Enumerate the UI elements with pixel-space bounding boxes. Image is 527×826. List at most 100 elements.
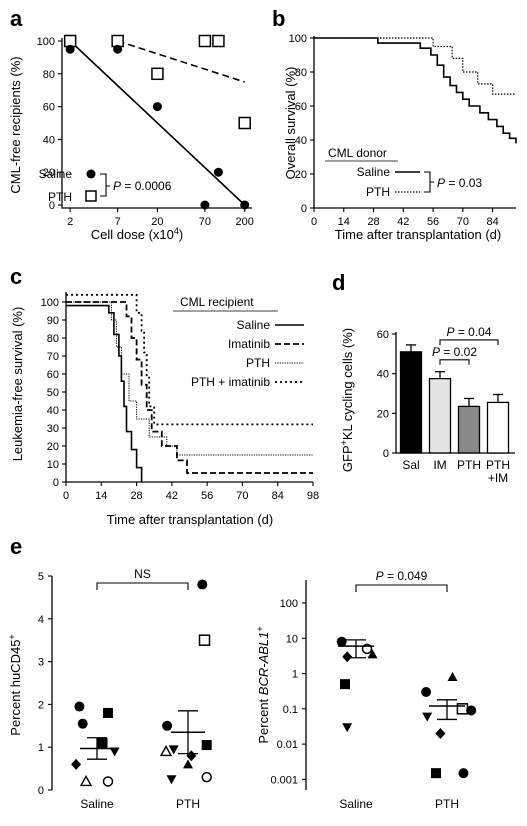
panel-e-right-point xyxy=(466,705,477,716)
panel-e-right-point xyxy=(342,723,353,733)
panel-e-right-point xyxy=(421,686,432,697)
panel-e-left: Percent huCD45+ 0 1 2 3 4 5 Saline PTH NS xyxy=(7,567,212,811)
panel-c-curve-pth-imatinib xyxy=(66,293,313,426)
panel-e-right-point xyxy=(340,679,350,690)
panel-d-comparison-bracket xyxy=(439,339,499,345)
panel-e-right-point xyxy=(435,727,446,739)
panel-e-left-ylabel: Percent huCD45+ xyxy=(7,634,23,735)
panel-b-xtick-label: 56 xyxy=(427,216,439,228)
panel-a-xtick-label: 20 xyxy=(151,216,163,228)
panel-a-ytick-label: 80 xyxy=(43,69,55,81)
panel-d: GFP+KL cycling cells (%) 0 20 40 60 Sal IM PTH… xyxy=(339,325,515,485)
panel-b-xlabel: Time after transplantation (d) xyxy=(335,227,501,242)
panel-e-left-point xyxy=(74,701,85,712)
panel-b-xtick-label: 0 xyxy=(311,216,317,228)
panel-a-point-pth xyxy=(198,34,212,48)
panel-e-right-ytick-label: 0.01 xyxy=(277,739,298,751)
panel-e-left-point xyxy=(166,775,177,785)
panel-a-fit-saline xyxy=(69,40,246,206)
panel-b-legend-title: CML donor xyxy=(328,146,387,160)
panel-a-ylabel: CML-free recipients (%) xyxy=(8,56,23,193)
panel-a-xtick-label: 70 xyxy=(199,216,211,228)
panel-e-left-point xyxy=(103,707,113,718)
panel-e-right-ytick-label: 0.1 xyxy=(283,704,298,716)
panel-e-right-point xyxy=(422,712,433,722)
panel-a-point-pth xyxy=(151,67,164,81)
panel-b-xtick-label: 84 xyxy=(486,216,498,228)
panel-c-xtick-label: 98 xyxy=(307,490,319,502)
panel-c-ytick-label: 20 xyxy=(47,441,59,453)
panel-e-right-category-label: PTH xyxy=(435,797,459,811)
panel-b-ytick-label: 100 xyxy=(289,33,307,45)
panel-e-left-point xyxy=(201,740,212,751)
panel-c-ytick-label: 90 xyxy=(47,315,59,327)
panel-d-comparison-bracket xyxy=(439,359,470,365)
panel-d-ytick-label: 60 xyxy=(377,329,389,341)
panel-d-ytick-label: 20 xyxy=(377,408,389,420)
panel-d-comparison-pvalue: P = 0.02 xyxy=(432,345,477,359)
panel-a-point-saline xyxy=(240,200,250,210)
panel-e-right-bracket xyxy=(355,584,448,592)
panel-letter-b: b xyxy=(272,6,285,31)
panel-letter-c: c xyxy=(10,264,22,289)
panel-a-point-saline xyxy=(113,44,123,54)
panel-e-right-point xyxy=(447,671,458,681)
panel-c-xtick-label: 56 xyxy=(201,490,213,502)
panel-c-ytick-label: 40 xyxy=(47,405,59,417)
panel-e-left-point xyxy=(79,774,93,787)
panel-b-ytick-label: 20 xyxy=(295,169,307,181)
panel-b-xtick-label: 42 xyxy=(397,216,409,228)
panel-letter-d: d xyxy=(332,270,345,295)
panel-b-xtick-label: 28 xyxy=(367,216,379,228)
panel-a-ytick-label: 20 xyxy=(43,167,55,179)
panel-b-xtick-label: 14 xyxy=(338,216,350,228)
panel-c-ytick-label: 60 xyxy=(47,369,59,381)
panel-a-fit-pth xyxy=(117,40,245,83)
panel-e-left-significance: NS xyxy=(134,567,151,581)
panel-e-left-ytick-label: 4 xyxy=(38,614,44,626)
panel-d-ylabel: GFP+KL cycling cells (%) xyxy=(339,328,355,472)
panel-e-right-point xyxy=(336,636,347,647)
panel-e-left-point xyxy=(71,758,82,770)
panel-e-left-point xyxy=(201,771,212,783)
panel-d-comparison-pvalue: P = 0.04 xyxy=(446,325,491,339)
panel-a-ytick-label: 60 xyxy=(43,102,55,114)
panel-e-left-bracket xyxy=(96,582,189,590)
panel-a-legend-pth: PTH xyxy=(48,190,72,204)
panel-a-legend-saline: Saline xyxy=(39,167,73,181)
panel-b-pvalue: P = 0.03 xyxy=(437,176,482,190)
panel-c-ytick-label: 80 xyxy=(47,333,59,345)
panel-e-left-point xyxy=(159,745,173,757)
panel-c-ytick-label: 30 xyxy=(47,423,59,435)
panel-e-left-point xyxy=(197,579,208,590)
panel-b-axes xyxy=(313,36,516,209)
panel-e-left-category-label: PTH xyxy=(176,797,200,811)
panel-c-ytick-label: 10 xyxy=(47,459,59,471)
panel-e-left-ytick-label: 5 xyxy=(38,571,44,583)
panel-c-ylabel: Leukemia-free survival (%) xyxy=(10,307,25,462)
panel-c-curve-saline xyxy=(66,304,143,482)
panel-e-left-point xyxy=(168,745,179,755)
panel-c-legend-imatinib: Imatinib xyxy=(228,337,270,351)
panel-a-point-saline xyxy=(200,200,210,210)
panel-c: Leukemia-free survival (%) Time after tr… xyxy=(10,292,319,527)
panel-a-point-saline xyxy=(65,44,75,54)
panel-c-xtick-label: 0 xyxy=(63,490,69,502)
panel-e-left-ytick-label: 1 xyxy=(38,742,44,754)
panel-a-xlabel: Cell dose (x104) xyxy=(91,226,183,242)
panel-c-ytick-label: 70 xyxy=(47,351,59,363)
panel-a-xtick-label: 7 xyxy=(115,216,121,228)
panel-d-category-label: Sal xyxy=(402,458,419,472)
panel-c-ytick-label: 50 xyxy=(47,387,59,399)
panel-b-curve-pth xyxy=(314,37,516,95)
panel-e-right-point xyxy=(431,768,441,779)
panel-b-ytick-label: 60 xyxy=(295,101,307,113)
panel-e-left-point xyxy=(198,634,211,646)
panel-a-legend-bracket xyxy=(100,173,110,197)
panel-e-left-point xyxy=(102,776,114,787)
panel-c-xtick-label: 14 xyxy=(95,490,107,502)
panel-e-right-point xyxy=(458,768,469,779)
panel-letter-e: e xyxy=(10,534,22,559)
panel-b-xtick-label: 70 xyxy=(457,216,469,228)
